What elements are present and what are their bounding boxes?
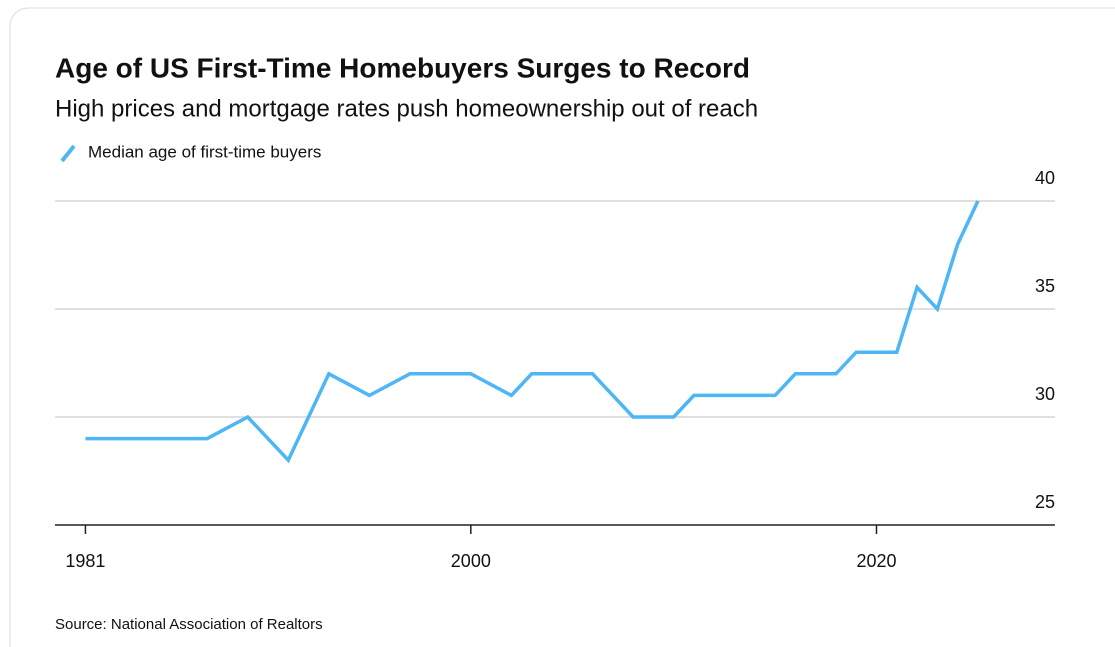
legend-label: Median age of first-time buyers [88,142,321,161]
legend-icon [60,144,76,163]
y-tick-label: 40 [1035,168,1055,188]
x-tick-label: 2020 [856,551,896,571]
data-line [85,200,980,464]
chart-title: Age of US First-Time Homebuyers Surges t… [55,52,750,83]
y-tick-label: 30 [1035,384,1055,404]
source: Source: National Association of Realtors [55,616,323,633]
card [9,7,1115,647]
x-tick-label: 1981 [65,551,105,571]
y-tick-label: 35 [1035,276,1055,296]
x-tick-label: 2000 [451,551,491,571]
y-tick-label: 25 [1035,492,1055,512]
chart-subtitle: High prices and mortgage rates push home… [55,95,758,122]
